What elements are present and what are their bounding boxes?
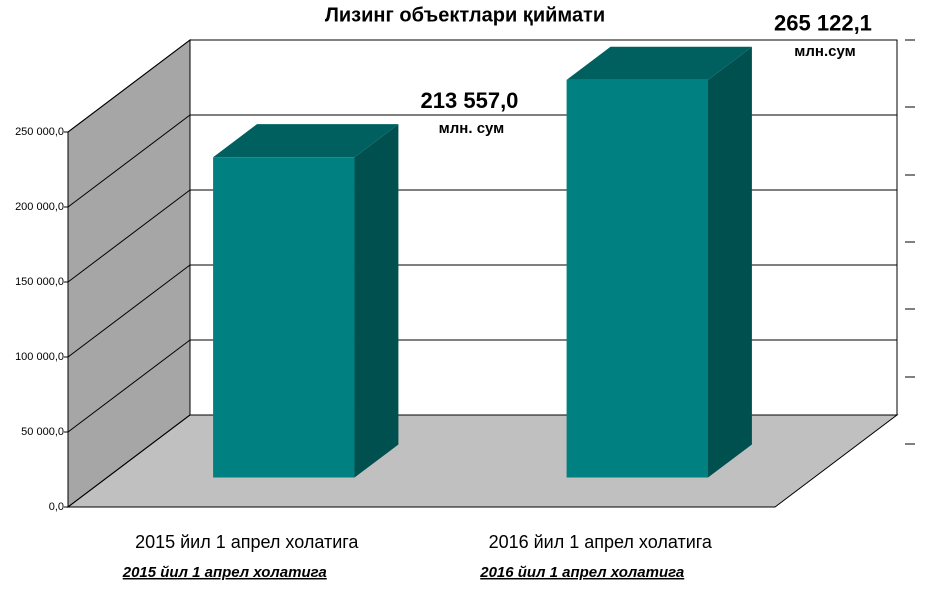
unit-label: млн. сум [439,120,505,137]
grid-line [67,264,191,358]
value-label: 265 122,1 [774,11,872,36]
grid-line [67,339,191,433]
y-tick-label: 250 000,0 [15,126,64,138]
grid-line [67,114,191,208]
grid-line [67,414,191,508]
x-tick-label: 2015 йил 1 апрел холатига [135,532,359,552]
x-sub-label: 2015 йил 1 апрел холатига [122,564,327,581]
x-sub-label: 2016 йил 1 апрел холатига [479,564,684,581]
y-tick-label: 150 000,0 [15,276,64,288]
y-tick-label: 0,0 [49,501,64,513]
x-tick-label: 2016 йил 1 апрел холатига [489,532,713,552]
bar-top [566,46,752,80]
right-axis-ticks [905,39,915,445]
value-label: 213 557,0 [421,88,519,113]
bar [213,157,355,478]
bar-top [213,124,399,158]
unit-label: млн.сум [794,43,855,60]
floor [66,414,899,508]
bar-side [354,124,399,478]
grid-line [67,189,191,283]
y-tick-label: 50 000,0 [21,426,64,438]
bar-side [707,46,752,478]
bar [566,79,708,478]
chart-title: Лизинг объектлари қиймати [325,4,605,26]
grid-line [67,39,191,133]
y-tick-label: 100 000,0 [15,351,64,363]
y-tick-label: 200 000,0 [15,201,64,213]
